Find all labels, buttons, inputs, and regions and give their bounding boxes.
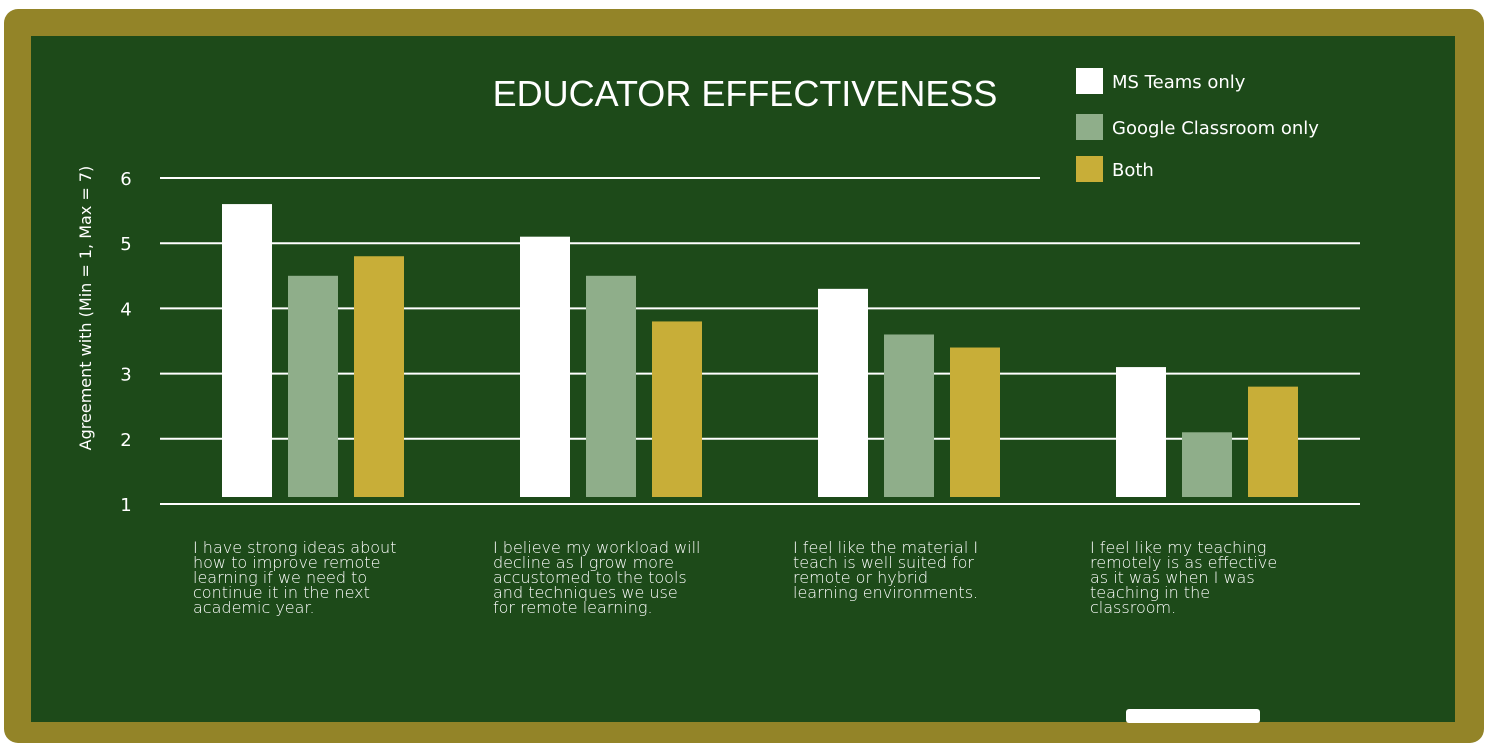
category-label-line: as it was when I was [1090, 568, 1255, 587]
bar-google-classroom-only [1182, 432, 1232, 497]
category-label-line: teach is well suited for [793, 553, 974, 572]
bar-ms-teams-only [222, 204, 272, 497]
legend-label: MS Teams only [1112, 72, 1246, 93]
category-label-line: I have strong ideas about [193, 538, 397, 557]
bar-ms-teams-only [818, 288, 868, 497]
category-label-line: accustomed to the tools [493, 568, 687, 587]
y-tick-labels: 1 2 3 4 5 6 [120, 169, 131, 516]
category-label-line: remotely is as effective [1090, 553, 1278, 572]
y-tick-label: 6 [120, 169, 131, 190]
y-axis-label: Agreement with (Min = 1, Max = 7) [76, 166, 95, 451]
category-label-line: I feel like my teaching [1090, 538, 1267, 557]
gridlines [160, 177, 1360, 505]
bar-google-classroom-only [586, 275, 636, 497]
bars [222, 204, 1298, 497]
y-tick-label: 5 [120, 234, 131, 255]
category-label-line: decline as I grow more [493, 553, 675, 572]
y-tick-label: 2 [120, 430, 131, 451]
category-label: I have strong ideas about how to improve … [193, 538, 397, 617]
category-label-line: for remote learning. [493, 598, 653, 617]
category-label-line: and techniques we use [493, 583, 678, 602]
bar-both [950, 347, 1000, 497]
category-label-line: how to improve remote [193, 553, 381, 572]
category-label: I believe my workload will decline as I g… [493, 538, 701, 617]
legend-swatch [1076, 156, 1103, 182]
legend-label: Google Classroom only [1112, 118, 1319, 139]
bar-both [1248, 386, 1298, 497]
category-label-line: academic year. [193, 598, 315, 617]
bar-both [354, 256, 404, 497]
category-label-line: I believe my workload will [493, 538, 701, 557]
category-label-line: teaching in the [1090, 583, 1211, 602]
bar-both [652, 321, 702, 497]
category-label-line: remote or hybrid [793, 568, 929, 587]
y-tick-label: 3 [120, 365, 131, 386]
legend: MS Teams only Google Classroom only Both [1076, 68, 1319, 182]
y-tick-label: 1 [120, 495, 131, 516]
bar-ms-teams-only [1116, 367, 1166, 497]
legend-swatch [1076, 114, 1103, 140]
category-label: I feel like my teaching remotely is as ef… [1090, 538, 1278, 617]
category-label-line: continue it in the next [193, 583, 370, 602]
legend-label: Both [1112, 160, 1154, 181]
bar-ms-teams-only [520, 236, 570, 497]
category-label-line: classroom. [1090, 598, 1177, 617]
chalk-eraser [1126, 709, 1260, 723]
bar-google-classroom-only [288, 275, 338, 497]
y-tick-label: 4 [120, 299, 131, 320]
legend-swatch [1076, 68, 1103, 94]
bar-google-classroom-only [884, 334, 934, 497]
category-label-line: learning if we need to [193, 568, 368, 587]
chart-title: EDUCATOR EFFECTIVENESS [493, 73, 998, 114]
category-label-line: I feel like the material I [793, 538, 979, 557]
category-label-line: learning environments. [793, 583, 979, 602]
